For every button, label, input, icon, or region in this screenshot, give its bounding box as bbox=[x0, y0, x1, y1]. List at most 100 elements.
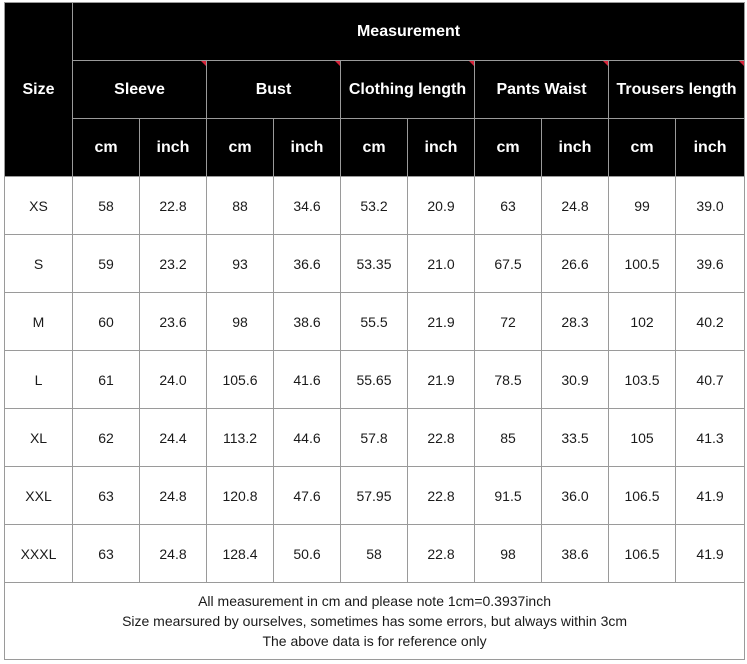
measurement-cell: 59 bbox=[72, 234, 140, 293]
measurement-cell: 72 bbox=[474, 292, 542, 351]
table-footer: All measurement in cm and please note 1c… bbox=[3, 582, 746, 660]
measurement-cell: 58 bbox=[340, 524, 408, 583]
measurement-cell: 38.6 bbox=[273, 292, 341, 351]
measurement-cell: 22.8 bbox=[407, 524, 475, 583]
measurement-cell: 63 bbox=[72, 524, 140, 583]
table-row: S 59 23.2 93 36.6 53.35 21.0 67.5 26.6 100.5 39.6 bbox=[4, 234, 746, 293]
measurement-cell: 44.6 bbox=[273, 408, 341, 467]
group-header-bust: Bust bbox=[206, 60, 341, 119]
size-cell: XS bbox=[4, 176, 73, 235]
measurement-cell: 21.0 bbox=[407, 234, 475, 293]
table-row: XXXL 63 24.8 128.4 50.6 58 22.8 98 38.6 106.5 41.9 bbox=[4, 524, 746, 583]
measurement-cell: 98 bbox=[206, 292, 274, 351]
unit-header: inch bbox=[407, 118, 475, 177]
group-header-clothing-length: Clothing length bbox=[340, 60, 475, 119]
size-cell: XXL bbox=[4, 466, 73, 525]
table-row: XXL 63 24.8 120.8 47.6 57.95 22.8 91.5 36.0 106.5… bbox=[4, 466, 746, 525]
measurement-cell: 26.6 bbox=[541, 234, 609, 293]
notes-cell: All measurement in cm and please note 1c… bbox=[3, 582, 746, 660]
measurement-cell: 106.5 bbox=[608, 524, 676, 583]
measurement-header: Measurement bbox=[71, 2, 746, 61]
measurement-cell: 39.6 bbox=[674, 234, 746, 293]
measurement-cell: 50.6 bbox=[273, 524, 341, 583]
measurement-cell: 57.8 bbox=[340, 408, 408, 467]
measurement-cell: 24.8 bbox=[139, 524, 207, 583]
unit-header: inch bbox=[541, 118, 609, 177]
unit-header: cm bbox=[72, 118, 140, 177]
unit-header: cm bbox=[608, 118, 676, 177]
measurement-cell: 36.0 bbox=[541, 466, 609, 525]
measurement-cell: 33.5 bbox=[541, 408, 609, 467]
measurement-cell: 78.5 bbox=[474, 350, 542, 409]
measurement-cell: 88 bbox=[206, 176, 274, 235]
measurement-cell: 61 bbox=[72, 350, 140, 409]
header-row-measurement: Size Measurement bbox=[4, 2, 746, 177]
header-row-units: cm inch cm inch cm inch cm inch cm inch bbox=[5, 118, 746, 177]
measurement-cell: 113.2 bbox=[206, 408, 274, 467]
measurement-cell: 20.9 bbox=[407, 176, 475, 235]
size-cell: XXXL bbox=[4, 524, 73, 583]
measurement-cell: 120.8 bbox=[206, 466, 274, 525]
size-cell: L bbox=[4, 350, 73, 409]
measurement-cell: 85 bbox=[474, 408, 542, 467]
measurement-cell: 60 bbox=[72, 292, 140, 351]
measurement-cell: 22.8 bbox=[407, 466, 475, 525]
measurement-cell: 93 bbox=[206, 234, 274, 293]
measurement-cell: 102 bbox=[608, 292, 676, 351]
measurement-cell: 67.5 bbox=[474, 234, 542, 293]
measurement-cell: 99 bbox=[608, 176, 676, 235]
measurement-cell: 28.3 bbox=[541, 292, 609, 351]
measurement-cell: 57.95 bbox=[340, 466, 408, 525]
measurement-cell: 24.4 bbox=[139, 408, 207, 467]
unit-header: inch bbox=[139, 118, 207, 177]
measurement-cell: 103.5 bbox=[608, 350, 676, 409]
measurement-cell: 98 bbox=[474, 524, 542, 583]
unit-header: cm bbox=[474, 118, 542, 177]
measurement-cell: 63 bbox=[72, 466, 140, 525]
note-tolerance: Size mearsured by ourselves, sometimes h… bbox=[122, 613, 628, 629]
measurement-cell: 55.65 bbox=[340, 350, 408, 409]
measurement-cell: 21.9 bbox=[407, 350, 475, 409]
measurement-cell: 105.6 bbox=[206, 350, 274, 409]
measurement-cell: 41.3 bbox=[674, 408, 746, 467]
measurement-cell: 55.5 bbox=[340, 292, 408, 351]
measurement-cell: 38.6 bbox=[541, 524, 609, 583]
size-cell: XL bbox=[4, 408, 73, 467]
measurement-cell: 21.9 bbox=[407, 292, 475, 351]
size-cell: M bbox=[4, 292, 73, 351]
table-row: L 61 24.0 105.6 41.6 55.65 21.9 78.5 30.9 103.5 40… bbox=[4, 350, 746, 409]
measurement-cell: 53.35 bbox=[340, 234, 408, 293]
note-reference: The above data is for reference only bbox=[262, 633, 487, 649]
measurement-cell: 53.2 bbox=[340, 176, 408, 235]
unit-header: cm bbox=[340, 118, 408, 177]
notes-row: All measurement in cm and please note 1c… bbox=[3, 582, 746, 660]
measurement-cell: 39.0 bbox=[674, 176, 746, 235]
measurement-cell: 41.9 bbox=[674, 524, 746, 583]
size-cell: S bbox=[4, 234, 73, 293]
measurement-cell: 40.2 bbox=[674, 292, 746, 351]
measurement-cell: 41.9 bbox=[674, 466, 746, 525]
measurement-cell: 40.7 bbox=[674, 350, 746, 409]
measurement-cell: 63 bbox=[474, 176, 542, 235]
unit-header: inch bbox=[273, 118, 341, 177]
table-body: XS 58 22.8 88 34.6 53.2 20.9 63 24.8 99 39.0 S 59 23.… bbox=[4, 176, 746, 583]
size-column-header: Size bbox=[4, 2, 73, 177]
measurement-cell: 91.5 bbox=[474, 466, 542, 525]
table-header: Size Measurement Sleeve Bust Clothing le… bbox=[4, 2, 746, 177]
measurement-cell: 34.6 bbox=[273, 176, 341, 235]
measurement-cell: 100.5 bbox=[608, 234, 676, 293]
measurement-cell: 23.2 bbox=[139, 234, 207, 293]
measurement-cell: 62 bbox=[72, 408, 140, 467]
measurement-cell: 106.5 bbox=[608, 466, 676, 525]
unit-header: inch bbox=[674, 118, 746, 177]
note-conversion: All measurement in cm and please note 1c… bbox=[198, 593, 552, 609]
unit-header: cm bbox=[206, 118, 274, 177]
measurement-cell: 22.8 bbox=[139, 176, 207, 235]
group-header-sleeve: Sleeve bbox=[72, 60, 207, 119]
measurement-cell: 24.8 bbox=[541, 176, 609, 235]
header-row-groups: Sleeve Bust Clothing length Pants Waist … bbox=[5, 60, 746, 119]
measurement-cell: 36.6 bbox=[273, 234, 341, 293]
measurement-cell: 41.6 bbox=[273, 350, 341, 409]
measurement-cell: 105 bbox=[608, 408, 676, 467]
